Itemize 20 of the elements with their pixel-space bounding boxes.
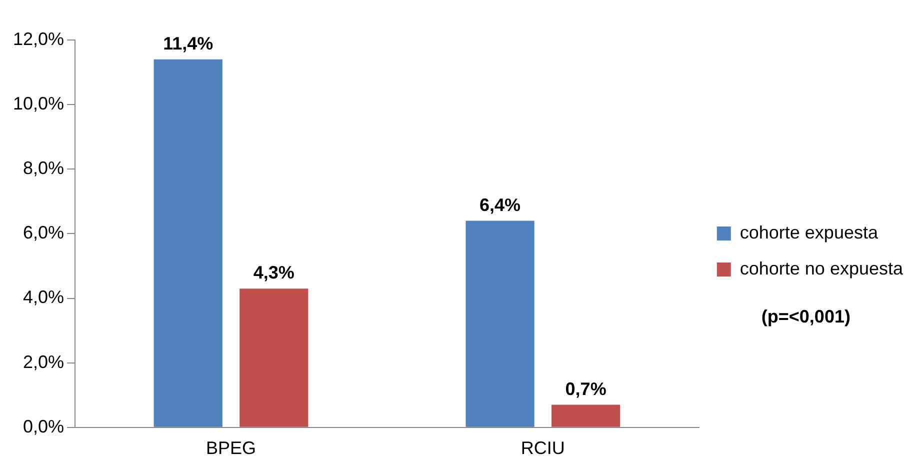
y-tick-label: 6,0% <box>23 222 64 243</box>
y-tick-label: 8,0% <box>23 158 64 178</box>
bar <box>552 404 620 427</box>
bar <box>240 288 308 427</box>
text: (p=<0,001) <box>761 306 850 326</box>
bar <box>154 59 222 427</box>
x-tick-label: BPEG <box>206 438 256 458</box>
y-tick-label: 4,0% <box>23 287 64 308</box>
x-tick-label: RCIU <box>520 438 565 458</box>
y-tick-label: 10,0% <box>12 94 64 114</box>
data-label: 11,4% <box>163 33 214 54</box>
y-tick-label: 2,0% <box>23 352 64 372</box>
data-label: 4,3% <box>253 262 294 283</box>
y-tick-label: 0,0% <box>23 416 64 436</box>
legend-label: cohorte no expuesta <box>740 258 904 278</box>
y-tick-label: 12,0% <box>12 28 64 49</box>
bar <box>466 220 534 427</box>
legend-label: cohorte expuesta <box>740 222 879 242</box>
data-label: 6,4% <box>480 194 521 215</box>
data-label: 0,7% <box>565 378 606 399</box>
